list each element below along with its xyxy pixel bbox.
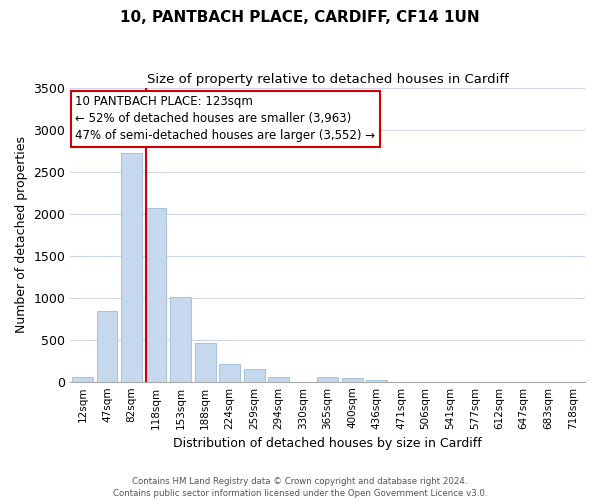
Bar <box>342 378 362 382</box>
Y-axis label: Number of detached properties: Number of detached properties <box>15 136 28 334</box>
Bar <box>244 369 265 382</box>
Title: Size of property relative to detached houses in Cardiff: Size of property relative to detached ho… <box>147 72 509 86</box>
Bar <box>146 208 166 382</box>
Bar <box>97 311 118 382</box>
Bar <box>219 364 240 382</box>
Bar <box>366 380 387 382</box>
Text: 10 PANTBACH PLACE: 123sqm
← 52% of detached houses are smaller (3,963)
47% of se: 10 PANTBACH PLACE: 123sqm ← 52% of detac… <box>76 96 376 142</box>
Bar <box>194 343 215 382</box>
Bar <box>268 376 289 382</box>
Bar <box>170 298 191 382</box>
Bar <box>72 377 93 382</box>
X-axis label: Distribution of detached houses by size in Cardiff: Distribution of detached houses by size … <box>173 437 482 450</box>
Bar <box>317 376 338 382</box>
Bar <box>121 154 142 382</box>
Text: 10, PANTBACH PLACE, CARDIFF, CF14 1UN: 10, PANTBACH PLACE, CARDIFF, CF14 1UN <box>120 10 480 25</box>
Text: Contains HM Land Registry data © Crown copyright and database right 2024.
Contai: Contains HM Land Registry data © Crown c… <box>113 476 487 498</box>
